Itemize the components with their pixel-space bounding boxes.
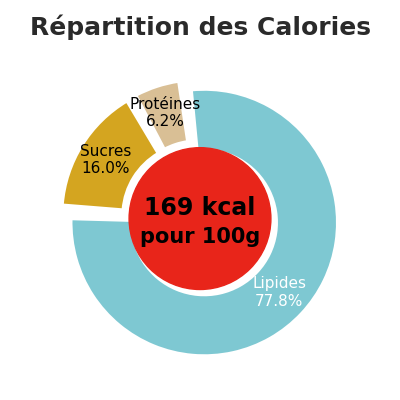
Circle shape (129, 148, 271, 290)
Text: pour 100g: pour 100g (140, 227, 260, 247)
Wedge shape (136, 82, 188, 149)
Wedge shape (62, 101, 158, 210)
Text: Protéines
6.2%: Protéines 6.2% (130, 96, 201, 129)
Title: Répartition des Calories: Répartition des Calories (30, 15, 370, 40)
Text: 169 kcal: 169 kcal (144, 196, 256, 220)
Text: Lipides
77.8%: Lipides 77.8% (252, 276, 306, 309)
Wedge shape (71, 90, 337, 356)
Text: Sucres
16.0%: Sucres 16.0% (80, 144, 131, 176)
